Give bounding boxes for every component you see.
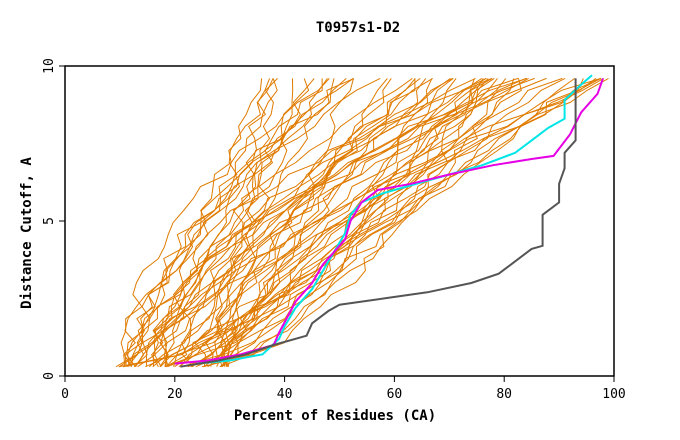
gray-series-line: [180, 78, 577, 368]
background-series-line: [160, 78, 427, 368]
background-series-line: [118, 78, 475, 368]
x-tick-label: 100: [602, 387, 625, 402]
background-series-group: [115, 77, 609, 368]
x-tick-label: 20: [167, 387, 183, 402]
background-series-line: [227, 78, 354, 367]
background-series-line: [219, 77, 495, 368]
y-axis-label: Distance Cutoff, A: [19, 157, 35, 309]
background-series-line: [181, 77, 451, 368]
background-series-line: [154, 78, 263, 367]
background-series-line: [180, 78, 392, 367]
background-series-line: [137, 78, 328, 368]
y-tick-label: 10: [42, 58, 57, 74]
background-series-line: [223, 77, 563, 367]
background-series-line: [160, 78, 274, 367]
background-series-line: [130, 77, 609, 367]
background-series-line: [207, 78, 421, 368]
background-series-line: [187, 78, 433, 368]
background-series-line: [127, 77, 528, 367]
background-series-line: [190, 77, 566, 368]
background-series-line: [152, 77, 413, 368]
background-series-line: [127, 77, 355, 367]
magenta-series-line: [174, 78, 604, 365]
background-series-line: [191, 78, 388, 368]
x-tick-label: 80: [496, 387, 512, 402]
background-series-line: [123, 77, 381, 367]
x-tick-label: 0: [61, 387, 69, 402]
highlight-series-group: [174, 74, 604, 368]
axis-ticks: 0 20 40 60 80 100 0 5 10: [42, 58, 626, 402]
background-series-line: [148, 78, 315, 368]
background-series-line: [203, 78, 515, 368]
background-series-line: [127, 77, 482, 368]
y-tick-label: 0: [42, 372, 57, 380]
background-series-line: [220, 78, 489, 368]
background-series-line: [120, 78, 330, 367]
background-series-line: [163, 78, 278, 367]
x-axis-label: Percent of Residues (CA): [234, 408, 436, 424]
background-series-line: [159, 77, 601, 367]
background-series-line: [126, 77, 492, 367]
x-tick-label: 60: [387, 387, 403, 402]
chart-title: T0957s1-D2: [316, 20, 400, 36]
background-series-line: [152, 77, 547, 367]
background-series-line: [216, 78, 498, 367]
background-series-line: [167, 78, 486, 368]
y-tick-label: 5: [42, 217, 57, 225]
background-series-line: [181, 77, 493, 368]
x-tick-label: 40: [277, 387, 293, 402]
background-series-line: [201, 78, 457, 368]
background-series-line: [194, 77, 535, 367]
background-series-line: [133, 78, 323, 368]
background-series-line: [214, 78, 335, 367]
background-series-line: [173, 78, 416, 367]
background-series-line: [221, 78, 278, 367]
